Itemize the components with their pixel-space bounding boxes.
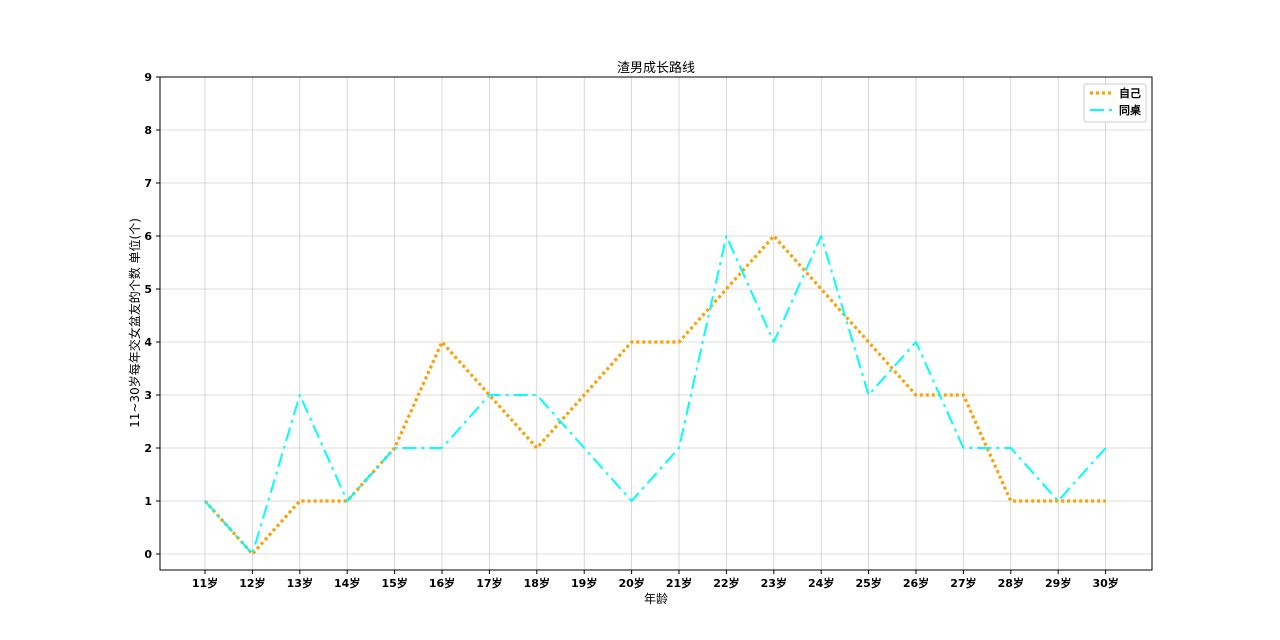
series-line-1 <box>204 235 1107 555</box>
series-lines <box>203 234 1107 556</box>
y-tick-label: 3 <box>144 389 152 402</box>
series-line-0 <box>203 234 1106 556</box>
x-tick-label: 19岁 <box>571 576 597 590</box>
y-tick-label: 8 <box>144 124 152 137</box>
x-tick-label: 27岁 <box>950 576 976 590</box>
x-tick-label: 30岁 <box>1092 576 1118 590</box>
legend-label-0: 自己 <box>1119 86 1141 100</box>
y-tick-label: 7 <box>144 177 152 190</box>
y-tick-label: 0 <box>144 548 152 561</box>
x-tick-label: 14岁 <box>334 576 360 590</box>
x-tick-label: 23岁 <box>761 576 787 590</box>
x-axis-title: 年龄 <box>644 592 668 606</box>
plot-frame <box>159 76 1153 571</box>
y-axis-title: 11~30岁每年交女盆友的个数 单位(个) <box>127 218 142 428</box>
x-tick-label: 18岁 <box>524 576 550 590</box>
x-tick-label: 28岁 <box>998 576 1024 590</box>
plot-area <box>160 77 1152 570</box>
y-tick-label: 9 <box>144 71 152 84</box>
y-tick-label: 6 <box>144 230 152 243</box>
legend-label-1: 同桌 <box>1119 103 1142 117</box>
y-tick-label: 2 <box>144 442 152 455</box>
y-tick-label: 4 <box>144 336 152 349</box>
y-tick-label: 1 <box>144 495 152 508</box>
x-tick-label: 13岁 <box>287 576 313 590</box>
chart-title: 渣男成长路线 <box>617 60 695 76</box>
x-tick-label: 22岁 <box>713 576 739 590</box>
x-tick-label: 17岁 <box>476 576 502 590</box>
x-ticks: 11岁 12岁 13岁 14岁 15岁 16岁 17岁 18岁 19岁 20岁 21岁 22岁 23岁 2… <box>192 570 1119 590</box>
legend-box <box>1083 83 1147 123</box>
y-ticks: 0 1 2 3 4 5 6 7 8 9 <box>144 71 160 561</box>
y-tick-label: 5 <box>144 283 152 296</box>
x-tick-label: 11岁 <box>192 576 218 590</box>
x-tick-label: 21岁 <box>666 576 692 590</box>
x-tick-label: 25岁 <box>855 576 881 590</box>
x-tick-label: 16岁 <box>429 576 455 590</box>
x-tick-label: 15岁 <box>381 576 407 590</box>
x-tick-label: 24岁 <box>808 576 834 590</box>
x-tick-label: 26岁 <box>903 576 929 590</box>
x-tick-label: 29岁 <box>1045 576 1071 590</box>
x-tick-label: 12岁 <box>239 576 265 590</box>
x-tick-label: 20岁 <box>618 576 644 590</box>
